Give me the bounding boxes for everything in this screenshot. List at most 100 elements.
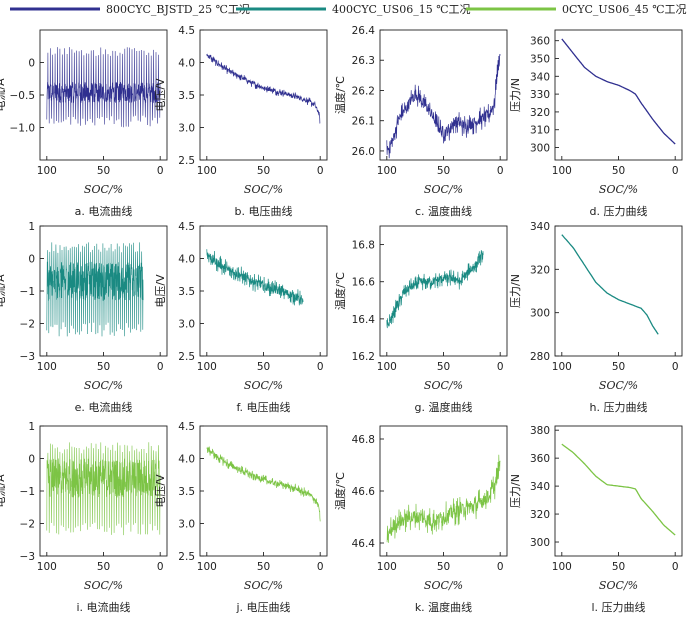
x-tick-label: 0 (317, 561, 324, 573)
y-tick-label: 4.5 (178, 25, 195, 37)
x-axis-label: SOC/% (424, 183, 463, 196)
y-axis-label: 电压/V (154, 78, 167, 112)
y-tick-label: 340 (530, 71, 550, 83)
y-axis-label: 温度/℃ (333, 76, 347, 114)
y-axis-label: 电压/V (154, 274, 167, 308)
x-tick-label: 50 (612, 361, 625, 373)
series-5 (206, 249, 304, 306)
series-line (46, 242, 144, 337)
series-1 (206, 53, 321, 124)
y-tick-label: 280 (530, 351, 550, 363)
panel-caption: a. 电流曲线 (75, 204, 133, 218)
y-tick-label: 4.5 (178, 221, 195, 233)
x-axis-label: SOC/% (84, 379, 123, 392)
chart-panel-9: 100 50 0 2.5 3.0 3.5 4.0 4.5 电压/V SOC/% j. 电压曲线 (154, 421, 328, 614)
y-tick-label: 2.5 (178, 551, 195, 563)
y-tick-label: 300 (530, 308, 550, 320)
chart-panel-7: 100 50 0 280 300 320 340 压力/N SOC/% h. 压力曲线 (509, 221, 683, 414)
y-tick-label: 3.5 (178, 90, 195, 102)
series-line (206, 446, 321, 522)
y-tick-label: −0.5 (10, 90, 36, 102)
series-line (206, 53, 321, 124)
y-tick-label: 320 (530, 509, 550, 521)
x-tick-label: 50 (612, 561, 625, 573)
x-tick-label: 0 (317, 165, 324, 177)
x-tick-label: 50 (257, 165, 270, 177)
chart-panels: 100 50 0 0 −0.5 −1.0 电流/A SOC/% a. 电流曲线 100 50 0 2.5… (0, 25, 683, 614)
plot-frame (554, 425, 683, 557)
series-10 (386, 454, 501, 543)
series-line (386, 54, 501, 159)
x-tick-label: 100 (197, 165, 217, 177)
y-axis-label: 压力/N (509, 474, 522, 508)
y-tick-label: 340 (530, 481, 550, 493)
x-tick-label: 50 (437, 561, 450, 573)
x-tick-label: 0 (672, 165, 679, 177)
series-11 (561, 443, 676, 536)
x-tick-label: 0 (157, 165, 164, 177)
y-tick-label: 0 (28, 254, 35, 266)
series-line (46, 47, 161, 128)
x-axis-label: SOC/% (244, 579, 283, 592)
y-axis-label: 温度/℃ (333, 272, 347, 310)
y-tick-label: 16.2 (352, 351, 375, 363)
y-tick-label: −1 (20, 286, 35, 298)
y-tick-label: 26.4 (352, 25, 376, 37)
y-tick-label: 360 (530, 453, 550, 465)
y-tick-label: 380 (530, 425, 550, 437)
y-tick-label: 26.0 (352, 146, 375, 158)
panel-caption: j. 电压曲线 (235, 600, 290, 614)
chart-panel-0: 100 50 0 0 −0.5 −1.0 电流/A SOC/% a. 电流曲线 (0, 29, 168, 218)
series-0 (46, 47, 161, 128)
y-tick-label: 4.0 (178, 454, 195, 466)
y-tick-label: −3 (20, 351, 35, 363)
x-tick-label: 50 (437, 165, 450, 177)
y-tick-label: 3.0 (178, 519, 195, 531)
plot-frame (554, 225, 683, 357)
panel-caption: k. 温度曲线 (415, 600, 472, 614)
x-axis-label: SOC/% (424, 379, 463, 392)
y-tick-label: 3.0 (178, 319, 195, 331)
y-tick-label: 16.8 (352, 240, 375, 252)
series-9 (206, 446, 321, 522)
chart-panel-8: 100 50 0 1 0 −1 −2 −3 电流/A SOC/% i. 电流曲线 (0, 421, 168, 614)
chart-panel-2: 100 50 0 26.0 26.1 26.2 26.3 26.4 温度/℃ SOC/% c. 温度… (333, 25, 508, 218)
x-tick-label: 50 (97, 561, 110, 573)
y-tick-label: 2.5 (178, 351, 195, 363)
y-tick-label: 3.5 (178, 486, 195, 498)
legend-label-0: 800CYC_BJSTD_25 ℃工况 (106, 3, 250, 16)
x-tick-label: 100 (552, 361, 572, 373)
x-tick-label: 50 (97, 165, 110, 177)
y-tick-label: 46.8 (352, 434, 375, 446)
plot-frame (554, 29, 683, 161)
panel-caption: b. 电压曲线 (235, 204, 293, 218)
x-tick-label: 100 (197, 361, 217, 373)
x-tick-label: 0 (497, 561, 504, 573)
x-tick-label: 100 (37, 561, 57, 573)
panel-caption: h. 压力曲线 (590, 400, 648, 414)
y-tick-label: 350 (530, 53, 550, 65)
series-line (386, 250, 484, 329)
x-tick-label: 50 (97, 361, 110, 373)
y-tick-label: 300 (530, 143, 550, 155)
y-tick-label: 16.4 (352, 314, 376, 326)
chart-panel-3: 100 50 0 300 310 320 330 340 350 360 压力/N SOC/% d. 压… (509, 29, 683, 218)
x-tick-label: 100 (552, 165, 572, 177)
y-tick-label: 4.0 (178, 254, 195, 266)
x-axis-label: SOC/% (599, 579, 638, 592)
series-line (561, 443, 676, 536)
y-tick-label: 4.0 (178, 58, 195, 70)
legend-label-1: 400CYC_US06_15 ℃工况 (332, 3, 471, 16)
y-axis-label: 电流/A (0, 78, 7, 112)
x-tick-label: 0 (497, 165, 504, 177)
y-tick-label: −3 (20, 551, 35, 563)
legend: 800CYC_BJSTD_25 ℃工况 400CYC_US06_15 ℃工况 0… (10, 3, 687, 16)
series-line (561, 234, 659, 335)
panel-caption: i. 电流曲线 (76, 600, 130, 614)
chart-panel-11: 100 50 0 300 320 340 360 380 压力/N SOC/% l. 压力曲线 (509, 425, 683, 614)
y-tick-label: 26.3 (352, 55, 375, 67)
series-line (561, 38, 676, 145)
series-4 (46, 242, 144, 337)
series-line (206, 249, 304, 306)
y-tick-label: −1.0 (10, 123, 36, 135)
